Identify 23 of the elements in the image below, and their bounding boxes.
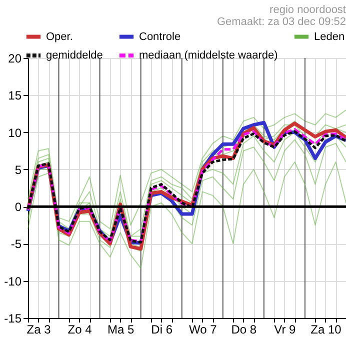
y-tick-label: 0 [14, 200, 22, 214]
x-tick-label: Wo 7 [188, 322, 218, 336]
y-tick-label: 5 [14, 162, 22, 177]
y-tick-label: 15 [8, 88, 22, 103]
x-tick-label: Za 10 [310, 322, 342, 336]
y-tick-label: -10 [4, 274, 22, 288]
legend-label: mediaan (middelste waarde) [139, 50, 278, 62]
legend-label: gemiddelde [46, 50, 103, 62]
y-tick-label: 10 [8, 126, 22, 140]
y-tick-label: -5 [10, 237, 22, 252]
x-tick-label: Vr 9 [274, 322, 296, 336]
legend-label: Leden [314, 30, 345, 43]
text: Gemaakt: za 03 dec 09:52 [216, 16, 346, 28]
x-tick-label: Di 6 [151, 322, 173, 336]
x-tick-label: Ma 5 [107, 322, 134, 336]
x-tick-label: Za 3 [26, 322, 52, 336]
y-tick-label: 20 [8, 52, 22, 66]
legend-label: Controle [139, 30, 181, 43]
legend-label: Oper. [46, 30, 73, 43]
text: regio noordoost [270, 4, 346, 16]
x-tick-label: Zo 4 [68, 322, 92, 336]
y-tick-label: -15 [4, 312, 22, 326]
x-tick-label: Do 8 [231, 322, 257, 336]
